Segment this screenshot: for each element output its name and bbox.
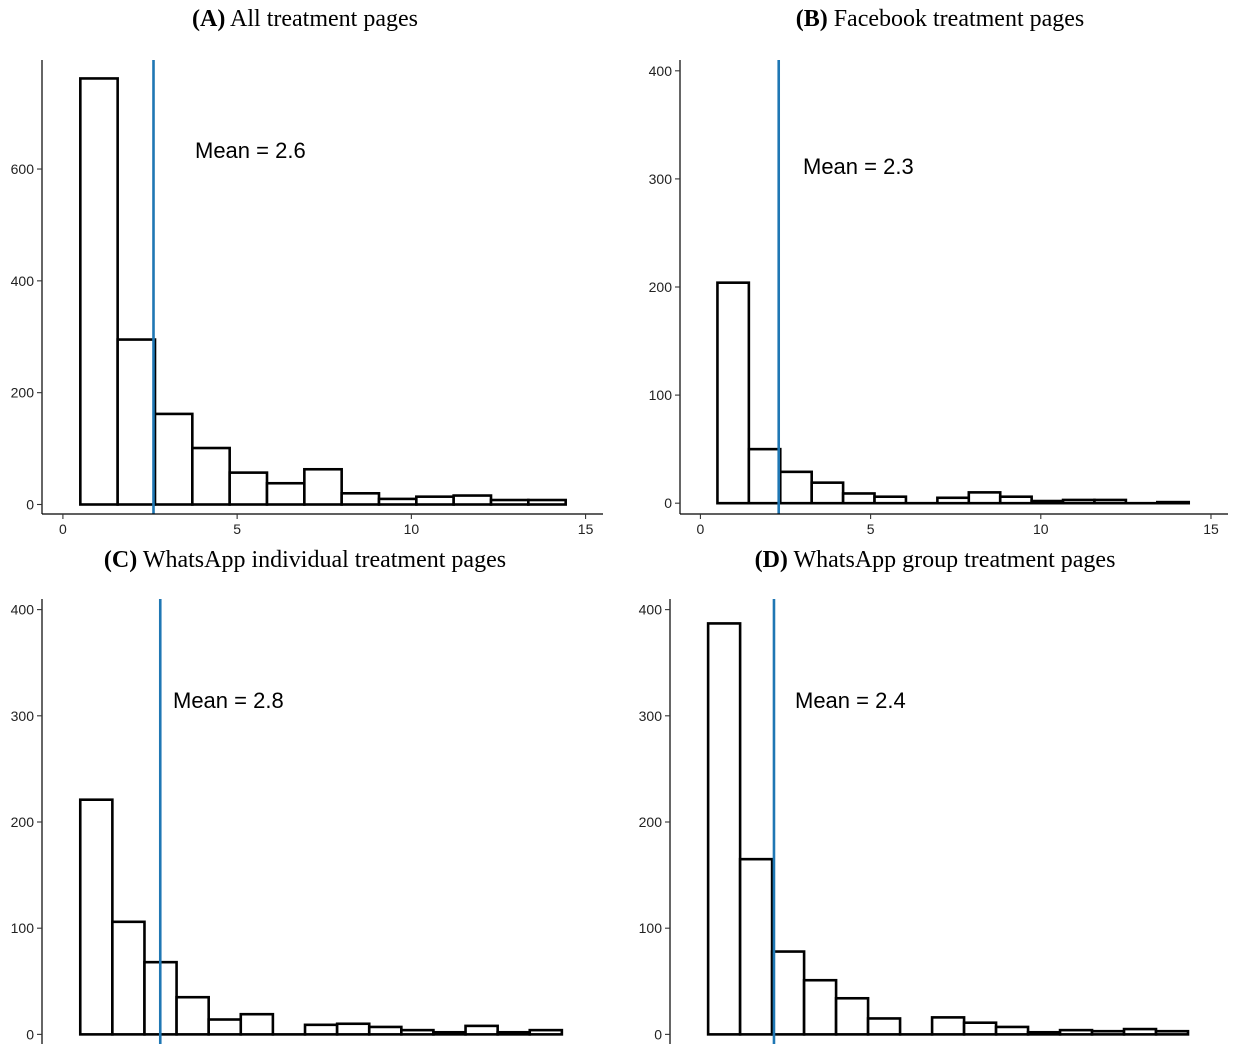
histogram-bar (962, 1021, 998, 1036)
histogram-a: Mean = 2.6 0 5 10 15 0 200 400 600 (11, 60, 603, 537)
panel-d: (D) WhatsApp group treatment pages Mean … (630, 545, 1240, 1044)
y-tick-label: 100 (639, 920, 663, 936)
histogram-bar (738, 857, 774, 1036)
y-tick-label: 400 (11, 602, 35, 618)
y-tick-label: 300 (11, 708, 35, 724)
histogram-bar (994, 1025, 1030, 1036)
panel-b-title: (B) Facebook treatment pages (795, 6, 1085, 32)
histogram-bar (527, 498, 567, 506)
histogram-c: Mean = 2.80510150100200300400 (11, 599, 564, 1044)
histogram-bar (207, 1018, 243, 1036)
y-tick-label: 100 (649, 387, 673, 403)
histogram-bar (377, 497, 418, 506)
panel-d-title: (D) WhatsApp group treatment pages (754, 547, 1116, 573)
histogram-bar (175, 995, 210, 1036)
histogram-bar (802, 978, 838, 1036)
histogram-bar (191, 446, 231, 506)
histogram-bar (1122, 1027, 1158, 1036)
histogram-bar (496, 1030, 532, 1036)
y-tick-label: 0 (664, 495, 672, 511)
histogram-bar (79, 77, 119, 506)
histogram-bar (1026, 1030, 1062, 1036)
histogram-bar (1058, 1028, 1094, 1036)
histogram-bar (866, 1017, 902, 1036)
y-tick-label: 200 (649, 279, 673, 295)
y-tick-label: 300 (649, 171, 673, 187)
histogram-bar (303, 1023, 339, 1036)
histogram-bar (415, 495, 455, 506)
histogram-bar (810, 481, 845, 505)
histogram-d: Mean = 2.40510150100200300400 (639, 599, 1190, 1044)
panel-a: (A) All treatment pages Mean = 2.6 0 5 10 15… (0, 0, 610, 537)
histogram-bar (930, 1016, 966, 1036)
x-tick-label: 15 (578, 521, 594, 537)
y-tick-label: 300 (639, 708, 663, 724)
histogram-bar (153, 412, 194, 506)
mean-annotation: Mean = 2.8 (173, 688, 284, 713)
x-tick-label: 10 (404, 521, 420, 537)
mean-annotation: Mean = 2.4 (795, 688, 906, 713)
histogram-bar (716, 281, 751, 505)
y-tick-label: 400 (639, 602, 663, 618)
x-tick-label: 0 (697, 521, 705, 537)
histogram-bar (228, 471, 269, 506)
y-tick-label: 600 (11, 161, 35, 177)
histogram-bar (967, 491, 1002, 505)
x-tick-label: 5 (867, 521, 875, 537)
histogram-bar (998, 495, 1033, 505)
panel-c: (C) WhatsApp individual treatment pages … (0, 545, 610, 1044)
y-tick-label: 100 (11, 920, 35, 936)
histogram-bar (489, 498, 530, 506)
histogram-bar (778, 470, 813, 505)
histogram-bar (1156, 500, 1191, 505)
histogram-bar (706, 622, 742, 1036)
y-tick-label: 400 (11, 273, 35, 289)
histogram-bar (1061, 498, 1096, 505)
y-tick-label: 0 (26, 496, 34, 512)
y-tick-label: 200 (11, 385, 35, 401)
x-tick-label: 10 (1033, 521, 1049, 537)
histogram-bar (111, 920, 146, 1036)
y-tick-label: 400 (649, 63, 673, 79)
histogram-bar (1093, 498, 1128, 505)
histogram-bar (1154, 1029, 1190, 1036)
histogram-bar (1090, 1029, 1126, 1036)
histogram-bar (452, 494, 493, 506)
histogram-bar (747, 447, 782, 505)
y-tick-label: 200 (11, 814, 35, 830)
histogram-bar (841, 492, 876, 505)
histogram-bar (303, 467, 343, 506)
histogram-bar (116, 338, 157, 506)
histogram-bar (873, 495, 908, 505)
panel-b: (B) Facebook treatment pages Mean = 2.3 0… (640, 0, 1240, 537)
histogram-bar (834, 996, 870, 1036)
histogram-bar (78, 798, 114, 1036)
histogram-bar (432, 1030, 467, 1036)
histogram-bar (936, 496, 971, 505)
x-tick-label: 5 (233, 521, 241, 537)
histogram-b: Mean = 2.3 0 5 10 15 0 100 200 300 400 (649, 60, 1228, 537)
x-tick-label: 15 (1203, 521, 1219, 537)
panel-c-title: (C) WhatsApp individual treatment pages (103, 547, 507, 573)
x-tick-label: 0 (59, 521, 67, 537)
histogram-bar (239, 1012, 275, 1036)
histogram-bar (464, 1024, 499, 1036)
histogram-bar (265, 481, 306, 506)
histogram-bar (335, 1022, 371, 1036)
histogram-bar (340, 492, 381, 506)
histogram-bar (1030, 499, 1065, 505)
y-tick-label: 0 (26, 1026, 34, 1042)
y-tick-label: 200 (639, 814, 663, 830)
mean-annotation: Mean = 2.3 (803, 154, 914, 179)
y-tick-label: 0 (654, 1026, 662, 1042)
histogram-bar (400, 1028, 435, 1036)
mean-annotation: Mean = 2.6 (195, 138, 306, 163)
histogram-bar (367, 1025, 403, 1036)
histogram-bar (770, 950, 806, 1036)
histogram-bar (528, 1028, 564, 1036)
panel-a-title: (A) All treatment pages (192, 6, 418, 32)
